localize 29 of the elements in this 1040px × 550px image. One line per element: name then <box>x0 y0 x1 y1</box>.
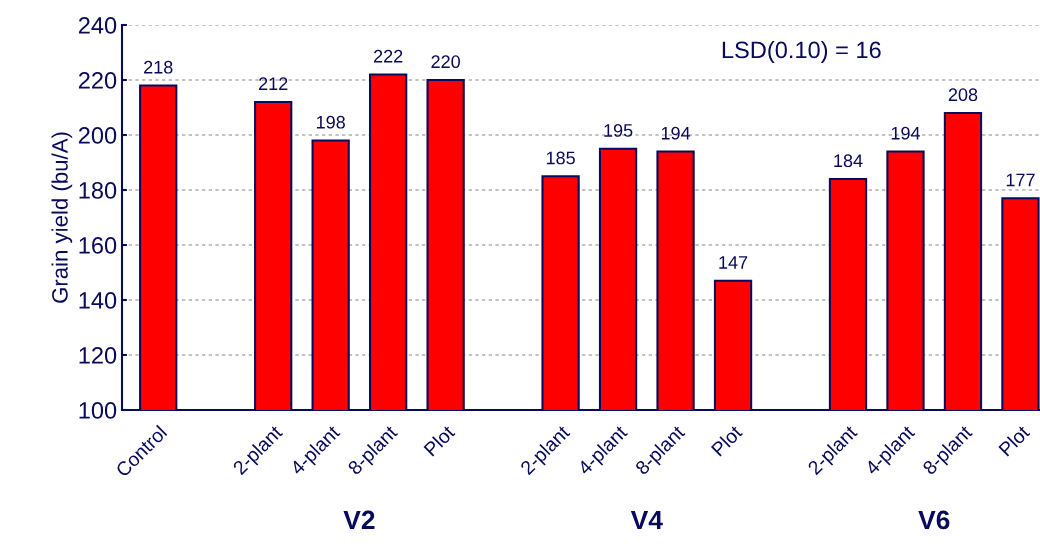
text: V6 <box>918 510 950 530</box>
data-label: 198 <box>316 115 345 129</box>
y-axis-title: Grain yield (bu/A) <box>51 132 73 303</box>
data-label: 218 <box>144 60 173 74</box>
text: V2 <box>343 510 375 530</box>
y-tick-label: 220 <box>78 72 117 89</box>
y-tick-label: 140 <box>79 292 117 309</box>
y-tick-label: 120 <box>79 347 117 364</box>
y-tick-label: 180 <box>79 182 117 199</box>
y-tick-label: 100 <box>79 402 117 419</box>
data-label: 194 <box>661 126 691 140</box>
data-label: 220 <box>431 55 460 69</box>
data-label: 185 <box>546 151 575 165</box>
x-tick-label: Plot <box>710 423 744 457</box>
data-label: 208 <box>948 88 978 102</box>
y-tick-label: 160 <box>79 237 117 254</box>
data-label: 222 <box>373 49 403 63</box>
x-tick-label: Plot <box>423 423 456 457</box>
data-label: 177 <box>1006 173 1035 187</box>
annotation: LSD(0.10) = 16 <box>722 40 881 63</box>
y-tick-label: 240 <box>78 17 117 34</box>
text: V4 <box>630 510 663 530</box>
data-label: 194 <box>891 126 921 140</box>
data-label: 147 <box>719 256 748 269</box>
x-tick-label: Plot <box>997 423 1031 457</box>
y-tick-label: 200 <box>78 127 117 144</box>
data-label: 195 <box>604 124 633 137</box>
data-label: 212 <box>259 77 288 90</box>
data-label: 184 <box>834 154 863 168</box>
